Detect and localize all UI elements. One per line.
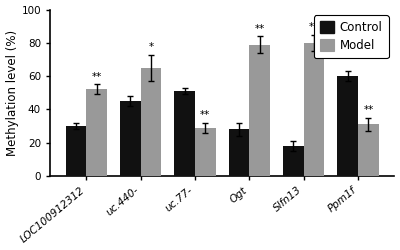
Legend: Control, Model: Control, Model [314,16,388,58]
Y-axis label: Methylation level (%): Methylation level (%) [6,30,18,156]
Text: *: * [148,42,154,52]
Bar [195,128,216,176]
Text: **: ** [92,72,102,82]
Text: **: ** [363,105,374,115]
Bar [283,146,304,176]
Bar [358,124,379,176]
Bar [304,43,324,176]
Bar [338,76,358,176]
Bar [229,130,249,176]
Bar [141,68,161,176]
Bar [174,91,195,176]
Bar [120,101,141,176]
Bar [249,44,270,176]
Bar [66,126,86,176]
Text: **: ** [255,24,265,34]
Text: **: ** [200,110,210,120]
Bar [86,90,107,176]
Text: **: ** [309,22,319,32]
